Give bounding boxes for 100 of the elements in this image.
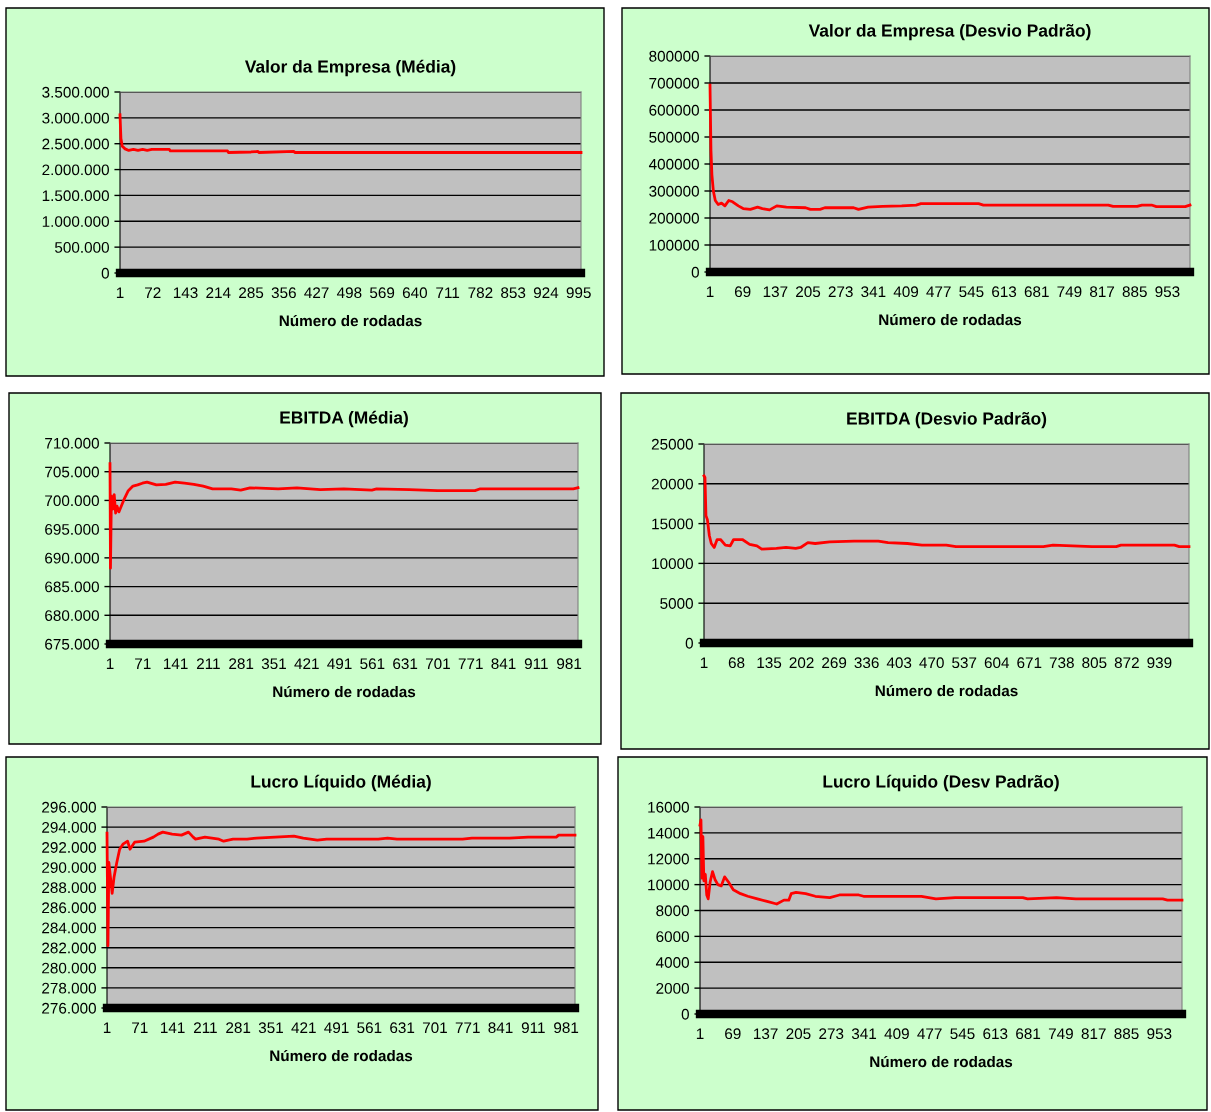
x-tick-label: 671 bbox=[1017, 657, 1042, 669]
x-tick-label: 1 bbox=[106, 658, 114, 669]
y-tick-label: 500.000 bbox=[54, 242, 109, 253]
x-tick-label: 336 bbox=[854, 657, 879, 669]
y-tick-label: 294.000 bbox=[42, 821, 96, 833]
y-tick-label: 705.000 bbox=[45, 466, 99, 478]
x-axis-title: Número de rodadas bbox=[279, 314, 422, 327]
x-tick-label: 341 bbox=[851, 1028, 877, 1040]
x-tick-label: 981 bbox=[554, 1022, 579, 1034]
x-tick-label: 841 bbox=[488, 1022, 513, 1034]
x-tick-label: 738 bbox=[1049, 657, 1074, 669]
x-tick-label: 885 bbox=[1114, 1028, 1139, 1040]
chart-title: Valor da Empresa (Média) bbox=[244, 59, 456, 77]
x-tick-label: 631 bbox=[393, 658, 418, 670]
x-tick-label: 69 bbox=[734, 286, 751, 298]
y-tick-label: 12000 bbox=[648, 853, 689, 865]
x-tick-label: 911 bbox=[524, 658, 548, 670]
x-tick-label: 1 bbox=[706, 286, 714, 297]
y-tick-label: 292.000 bbox=[42, 842, 96, 853]
x-tick-label: 273 bbox=[819, 1028, 844, 1040]
x-tick-label: 477 bbox=[917, 1028, 942, 1039]
y-tick-label: 20000 bbox=[651, 478, 693, 490]
x-tick-label: 491 bbox=[327, 658, 352, 670]
x-tick-label: 939 bbox=[1147, 657, 1172, 669]
y-tick-label: 800000 bbox=[649, 50, 699, 62]
y-tick-label: 690.000 bbox=[45, 552, 99, 564]
y-tick-label: 10000 bbox=[648, 879, 689, 891]
y-tick-label: 16000 bbox=[648, 801, 689, 813]
x-tick-label: 681 bbox=[1024, 286, 1049, 298]
x-tick-label: 427 bbox=[304, 287, 329, 298]
y-tick-label: 276.000 bbox=[42, 1002, 96, 1014]
y-tick-label: 200000 bbox=[649, 212, 699, 224]
x-tick-label: 631 bbox=[390, 1022, 415, 1034]
y-tick-label: 280.000 bbox=[42, 962, 96, 974]
y-tick-label: 8000 bbox=[656, 905, 689, 917]
x-tick-label: 137 bbox=[754, 1028, 778, 1040]
y-tick-label: 14000 bbox=[648, 827, 689, 839]
x-tick-label: 561 bbox=[357, 1022, 382, 1034]
x-tick-label: 68 bbox=[728, 657, 745, 669]
x-axis-title: Número de rodadas bbox=[270, 1049, 413, 1062]
x-tick-label: 211 bbox=[196, 658, 220, 669]
y-tick-label: 284.000 bbox=[42, 922, 96, 934]
x-tick-label: 281 bbox=[229, 658, 254, 670]
x-axis-title: Número de rodadas bbox=[273, 685, 416, 698]
x-axis-title: Número de rodadas bbox=[875, 684, 1018, 697]
y-tick-label: 300000 bbox=[649, 185, 699, 197]
x-tick-label: 771 bbox=[458, 658, 483, 669]
x-tick-label: 421 bbox=[291, 1022, 316, 1033]
y-tick-label: 700000 bbox=[649, 77, 699, 89]
y-tick-label: 6000 bbox=[656, 931, 689, 943]
x-tick-label: 351 bbox=[261, 658, 286, 670]
y-tick-label: 2000 bbox=[656, 982, 689, 994]
x-tick-label: 613 bbox=[992, 286, 1017, 298]
y-tick-label: 600000 bbox=[649, 104, 699, 116]
y-tick-label: 3.000.000 bbox=[42, 112, 109, 124]
x-tick-label: 141 bbox=[161, 1022, 185, 1033]
x-tick-label: 853 bbox=[501, 287, 526, 299]
x-tick-label: 135 bbox=[757, 657, 782, 669]
x-tick-label: 71 bbox=[132, 1022, 148, 1033]
y-tick-label: 500000 bbox=[649, 131, 699, 143]
x-tick-label: 545 bbox=[959, 286, 984, 298]
y-tick-label: 1.500.000 bbox=[42, 190, 109, 202]
y-tick-label: 288.000 bbox=[42, 882, 96, 894]
x-tick-label: 409 bbox=[893, 286, 919, 298]
x-tick-label: 885 bbox=[1122, 286, 1147, 298]
x-tick-label: 613 bbox=[983, 1028, 1008, 1040]
chart-title: Valor da Empresa (Desvio Padrão) bbox=[808, 23, 1091, 41]
x-tick-label: 995 bbox=[566, 287, 591, 299]
y-tick-label: 695.000 bbox=[45, 524, 99, 535]
x-tick-label: 69 bbox=[725, 1028, 741, 1040]
x-tick-label: 477 bbox=[926, 286, 951, 297]
y-tick-label: 0 bbox=[101, 267, 109, 279]
x-tick-label: 214 bbox=[206, 287, 231, 298]
x-tick-label: 403 bbox=[886, 657, 912, 669]
y-tick-label: 4000 bbox=[655, 957, 689, 968]
y-tick-label: 10000 bbox=[652, 558, 693, 570]
x-axis-title: Número de rodadas bbox=[870, 1055, 1013, 1068]
y-tick-label: 2.000.000 bbox=[42, 164, 109, 176]
x-tick-label: 285 bbox=[239, 287, 264, 299]
y-tick-label: 286.000 bbox=[42, 902, 96, 914]
x-tick-label: 981 bbox=[557, 658, 582, 670]
x-tick-label: 872 bbox=[1114, 657, 1139, 669]
x-tick-label: 491 bbox=[324, 1022, 349, 1034]
x-tick-label: 205 bbox=[786, 1028, 811, 1040]
chart-title: EBITDA (Média) bbox=[280, 410, 408, 428]
y-tick-label: 296.000 bbox=[42, 801, 96, 813]
x-tick-label: 817 bbox=[1081, 1028, 1106, 1040]
x-tick-label: 771 bbox=[455, 1022, 480, 1033]
y-tick-label: 5000 bbox=[660, 598, 693, 609]
x-tick-label: 537 bbox=[952, 657, 977, 669]
x-tick-label: 805 bbox=[1082, 657, 1107, 669]
x-tick-label: 470 bbox=[919, 657, 944, 669]
y-tick-label: 675.000 bbox=[45, 638, 99, 650]
x-tick-label: 351 bbox=[258, 1022, 283, 1034]
y-tick-label: 710.000 bbox=[45, 437, 99, 449]
x-tick-label: 269 bbox=[822, 657, 847, 669]
y-tick-label: 700.000 bbox=[45, 495, 99, 507]
x-tick-label: 545 bbox=[950, 1028, 975, 1040]
x-tick-label: 924 bbox=[533, 287, 559, 299]
x-tick-label: 953 bbox=[1155, 286, 1180, 298]
